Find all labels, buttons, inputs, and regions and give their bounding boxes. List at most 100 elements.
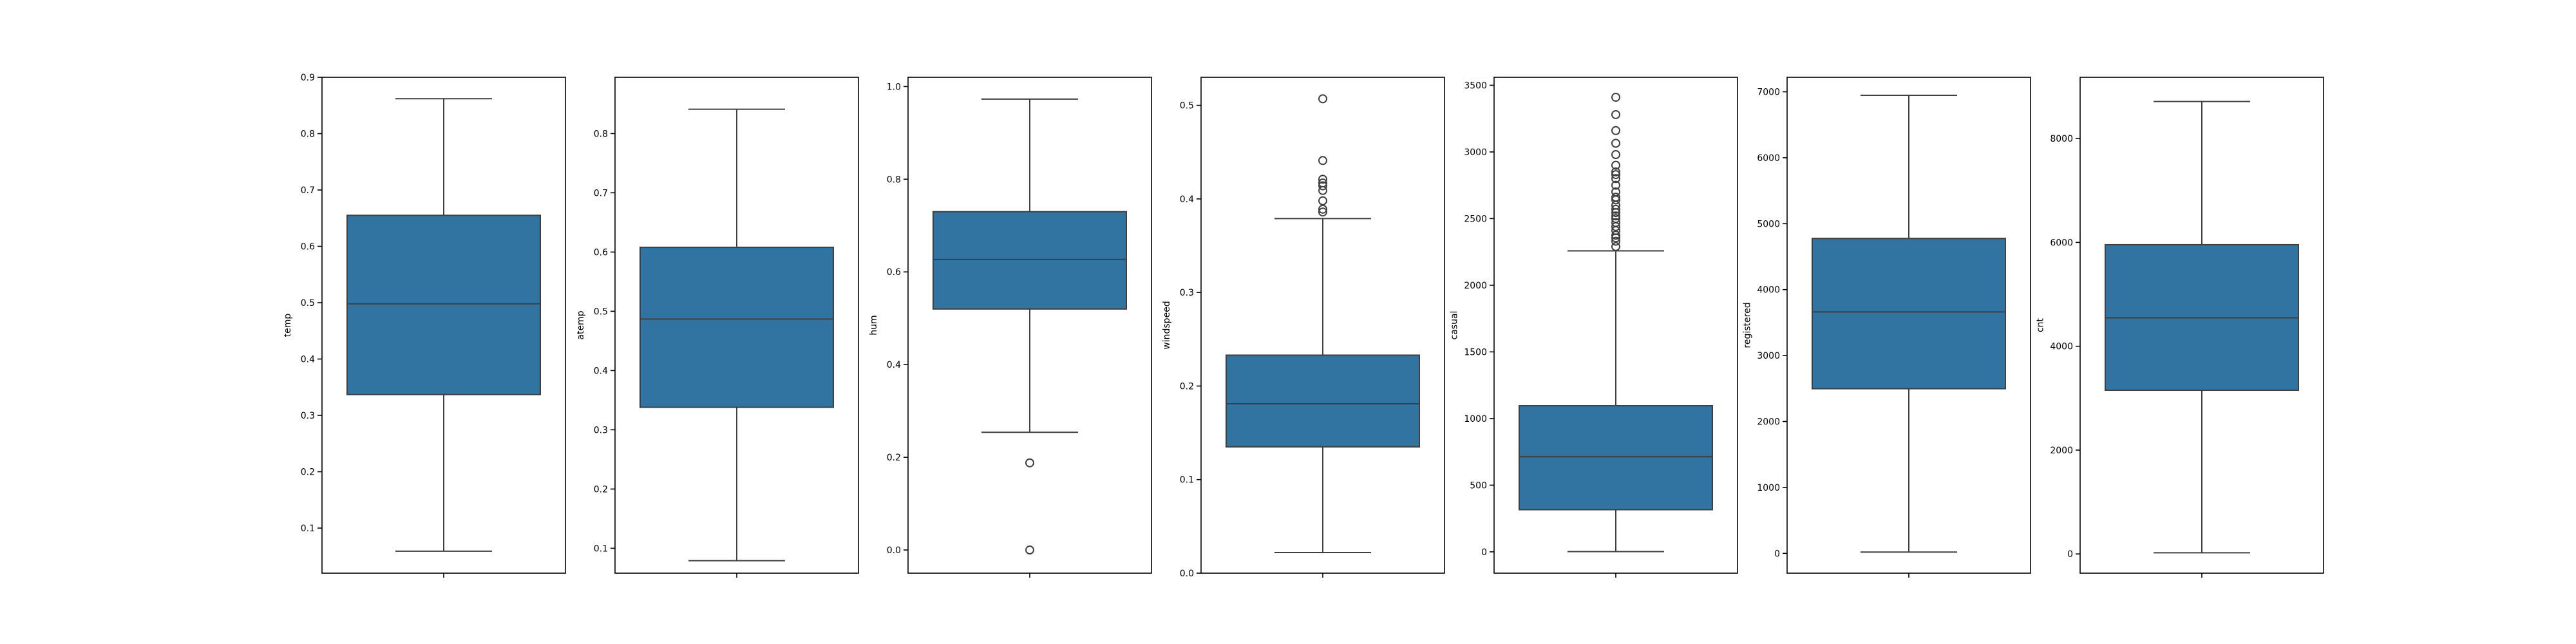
y-tick-label: 0.2: [301, 468, 315, 478]
outlier-point: [1318, 181, 1327, 191]
outlier-point: [1611, 187, 1620, 197]
y-tick-label: 6000: [1757, 153, 1780, 164]
outlier-point: [1611, 160, 1620, 170]
y-tick-label: 0.4: [301, 355, 315, 365]
y-tick-label: 0.9: [301, 73, 315, 83]
y-tick-label: 3000: [1757, 351, 1780, 361]
outlier-point: [1611, 231, 1620, 240]
outlier-point: [1611, 204, 1620, 214]
y-tick-label: 0.3: [301, 411, 315, 421]
y-tick-label: 0.5: [594, 307, 608, 317]
outlier-point: [1611, 170, 1620, 180]
y-tick-label: 4000: [1757, 285, 1780, 296]
outlier-point: [1611, 242, 1620, 251]
y-tick-label: 0.8: [887, 175, 901, 185]
y-tick-label: 2000: [1757, 417, 1780, 427]
outlier-point: [1611, 93, 1620, 102]
y-tick-label: 0.6: [301, 242, 315, 252]
y-tick-label: 0.1: [301, 524, 315, 534]
subplot-windspeed: 0.0 0.1 0.2 0.3 0.4 0.5 windspeed: [1162, 77, 1445, 579]
y-tick-label: 0.4: [887, 360, 901, 370]
subplot-casual: 0 500 1000 1500 2000 2500 3000 3500 casual: [1450, 77, 1738, 578]
y-tick-label: 0.6: [887, 267, 901, 278]
y-tick-label: 7000: [1757, 88, 1780, 98]
outlier-point: [1611, 218, 1620, 227]
y-tick-label: 2000: [1464, 281, 1487, 291]
subplot-registered: 0 1000 2000 3000 4000 5000 6000 7000 registered: [1743, 77, 2031, 578]
subplot-atemp: 0.1 0.2 0.3 0.4 0.5 0.6 0.7 0.8 atemp: [576, 77, 859, 578]
outlier-point: [1318, 156, 1327, 166]
y-tick-label: 0.0: [1180, 569, 1194, 579]
outlier-point: [1611, 214, 1620, 223]
y-tick-label: 0.2: [594, 484, 608, 495]
outlier-point: [1611, 109, 1620, 119]
y-tick-label: 1000: [1464, 414, 1487, 424]
outlier-point: [1611, 193, 1620, 202]
outlier-point: [1611, 236, 1620, 246]
y-tick-label: 1000: [1757, 483, 1780, 493]
outlier-point: [1025, 458, 1034, 468]
y-tick-label: 0.2: [887, 453, 901, 463]
y-tick-label: 0.3: [594, 425, 608, 435]
outlier-point: [1318, 207, 1327, 217]
y-tick-label: 0.8: [594, 129, 608, 139]
y-tick-label: 0: [1481, 547, 1487, 558]
y-axis-label: temp: [283, 314, 293, 337]
y-tick-label: 0.7: [301, 185, 315, 196]
box-registered: [1812, 238, 2006, 390]
y-axis-label: registered: [1743, 302, 1753, 348]
y-tick-label: 0.5: [301, 298, 315, 308]
box-hum: [933, 211, 1127, 310]
y-tick-label: 0.1: [1180, 475, 1194, 486]
y-axis-label: casual: [1450, 311, 1460, 340]
y-tick-label: 0.0: [887, 545, 901, 556]
y-axis-label: hum: [869, 315, 879, 335]
y-axis-label: atemp: [576, 310, 586, 339]
y-tick-label: 5000: [1757, 219, 1780, 229]
y-tick-label: 3500: [1464, 80, 1487, 91]
y-tick-label: 1.0: [887, 82, 901, 92]
y-tick-label: 500: [1470, 480, 1487, 491]
y-tick-label: 0.2: [1180, 381, 1194, 392]
subplot-temp: 0.1 0.2 0.3 0.4 0.5 0.6 0.7 0.8 0.9 temp: [283, 73, 566, 578]
y-tick-label: 0: [2067, 549, 2073, 560]
box-temp: [346, 214, 541, 395]
outlier-point: [1318, 94, 1327, 104]
y-axis-label: windspeed: [1162, 301, 1172, 349]
box-casual: [1519, 405, 1713, 511]
y-tick-label: 0.3: [1180, 288, 1194, 298]
y-tick-label: 3000: [1464, 147, 1487, 158]
y-tick-label: 0.6: [594, 247, 608, 258]
y-tick-label: 0.8: [301, 129, 315, 140]
y-tick-label: 0.4: [1180, 194, 1194, 205]
subplot-hum: 0.0 0.2 0.4 0.6 0.8 1.0 hum: [869, 77, 1152, 578]
y-tick-label: 6000: [2050, 238, 2073, 248]
outlier-point: [1611, 138, 1620, 148]
y-tick-label: 0.7: [594, 188, 608, 198]
y-tick-label: 8000: [2050, 134, 2073, 144]
y-tick-label: 2500: [1464, 214, 1487, 224]
outlier-point: [1318, 178, 1327, 188]
y-tick-label: 1500: [1464, 347, 1487, 357]
outlier-point: [1611, 211, 1620, 221]
y-tick-label: 0.1: [594, 544, 608, 554]
box-atemp: [639, 247, 834, 408]
outlier-point: [1318, 175, 1327, 184]
outlier-point: [1318, 196, 1327, 205]
outlier-point: [1611, 167, 1620, 176]
y-tick-label: 4000: [2050, 342, 2073, 352]
outlier-point: [1025, 545, 1034, 555]
y-tick-label: 2000: [2050, 446, 2073, 456]
outlier-point: [1611, 150, 1620, 160]
subplot-cnt: 0 2000 4000 6000 8000 cnt: [2036, 77, 2324, 578]
box-windspeed: [1226, 354, 1420, 448]
outlier-point: [1611, 126, 1620, 135]
y-tick-label: 0.4: [594, 366, 608, 376]
y-tick-label: 0.5: [1180, 101, 1194, 111]
outlier-point: [1318, 204, 1327, 214]
outlier-point: [1611, 174, 1620, 184]
y-tick-label: 0: [1774, 549, 1780, 559]
y-axis-label: cnt: [2036, 317, 2046, 332]
outlier-point: [1611, 180, 1620, 190]
